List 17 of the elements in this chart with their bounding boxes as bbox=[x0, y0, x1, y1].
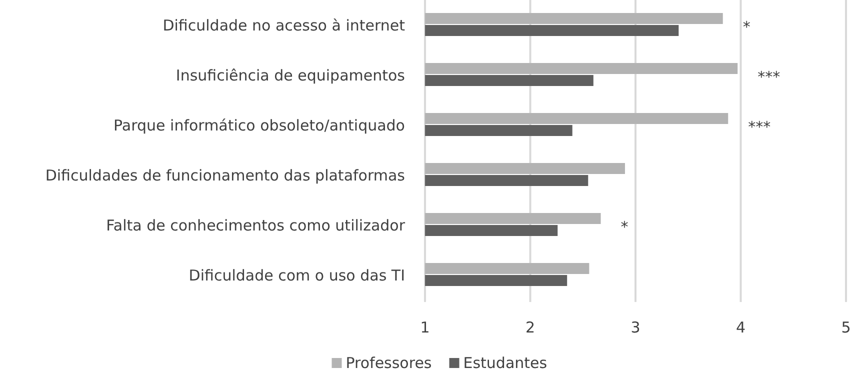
x-tick-label: 1 bbox=[420, 318, 430, 336]
data-label: *** bbox=[758, 68, 781, 86]
x-tick-label: 2 bbox=[525, 318, 536, 336]
data-label: * bbox=[742, 18, 751, 36]
y-tick-label: Insuficiência de equipamentos bbox=[176, 66, 406, 84]
legend-label: Professores bbox=[346, 354, 432, 372]
y-tick-label: Falta de conhecimentos como utilizador bbox=[106, 216, 406, 234]
data-label: *** bbox=[748, 118, 772, 136]
y-tick-label: Dificuldade com o uso das TI bbox=[188, 266, 405, 284]
x-tick-label: 3 bbox=[630, 318, 640, 336]
x-tick-label: 5 bbox=[841, 318, 850, 336]
y-tick-label: Dificuldade no acesso à internet bbox=[162, 16, 406, 34]
y-tick-label: Parque informático obsoleto/antiquado bbox=[114, 116, 405, 134]
data-label: * bbox=[620, 218, 629, 236]
legend-label: Estudantes bbox=[463, 354, 548, 372]
y-tick-label: Dificuldades de funcionamento das plataformas bbox=[45, 166, 406, 184]
x-tick-label: 4 bbox=[736, 318, 746, 336]
